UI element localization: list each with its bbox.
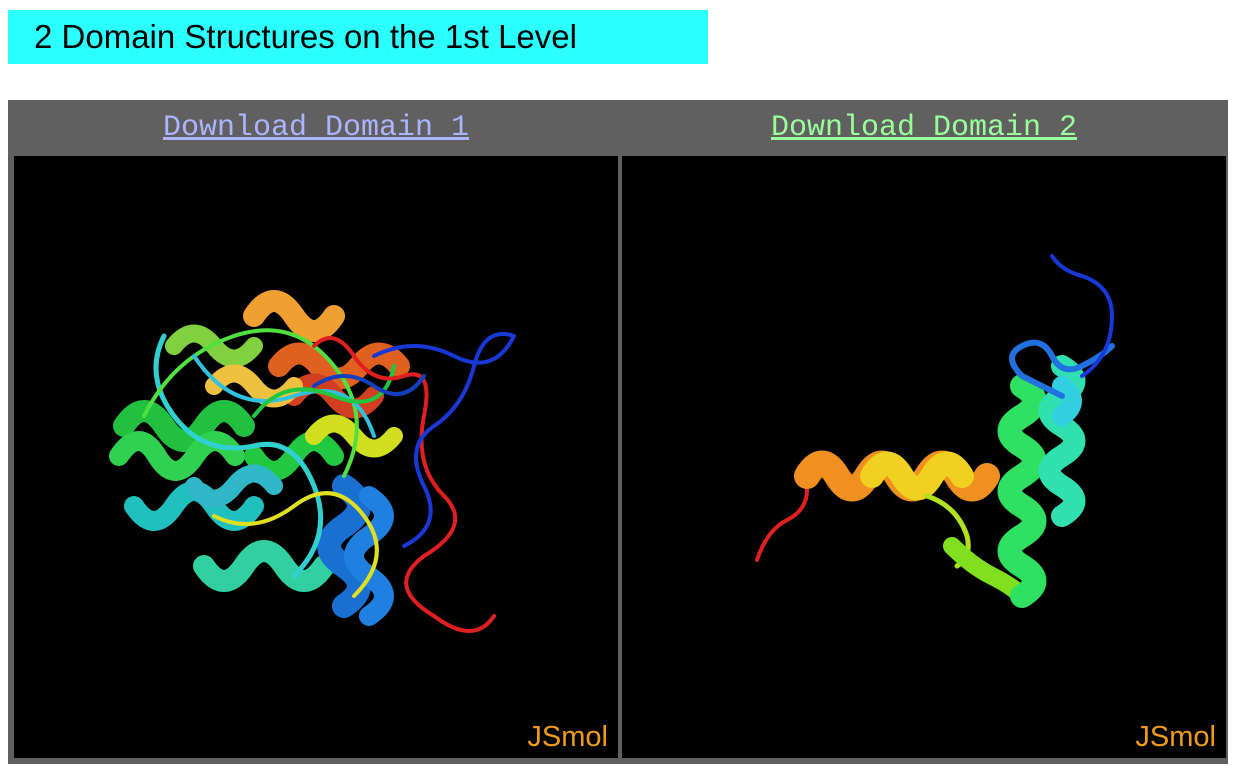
download-domain-1-link[interactable]: Download Domain 1 bbox=[162, 111, 470, 145]
download-domain-2-link[interactable]: Download Domain 2 bbox=[770, 111, 1078, 145]
jsmol-watermark: JSmol bbox=[527, 721, 608, 753]
jsmol-watermark: JSmol bbox=[1135, 721, 1216, 753]
domain-2-structure-render bbox=[755, 254, 1115, 608]
section-title: 2 Domain Structures on the 1st Level bbox=[34, 18, 577, 55]
domain-1-header: Download Domain 1 bbox=[14, 100, 618, 156]
domain-2-header: Download Domain 2 bbox=[622, 100, 1226, 156]
domain-1-structure-render bbox=[109, 290, 516, 633]
domain-2-jsmol-viewer[interactable]: JSmol bbox=[622, 156, 1226, 758]
domain-structures-table: Download Domain 1 Download Domain 2 bbox=[8, 100, 1228, 764]
domain-1-jsmol-viewer[interactable]: JSmol bbox=[14, 156, 618, 758]
section-banner: 2 Domain Structures on the 1st Level bbox=[8, 10, 708, 64]
